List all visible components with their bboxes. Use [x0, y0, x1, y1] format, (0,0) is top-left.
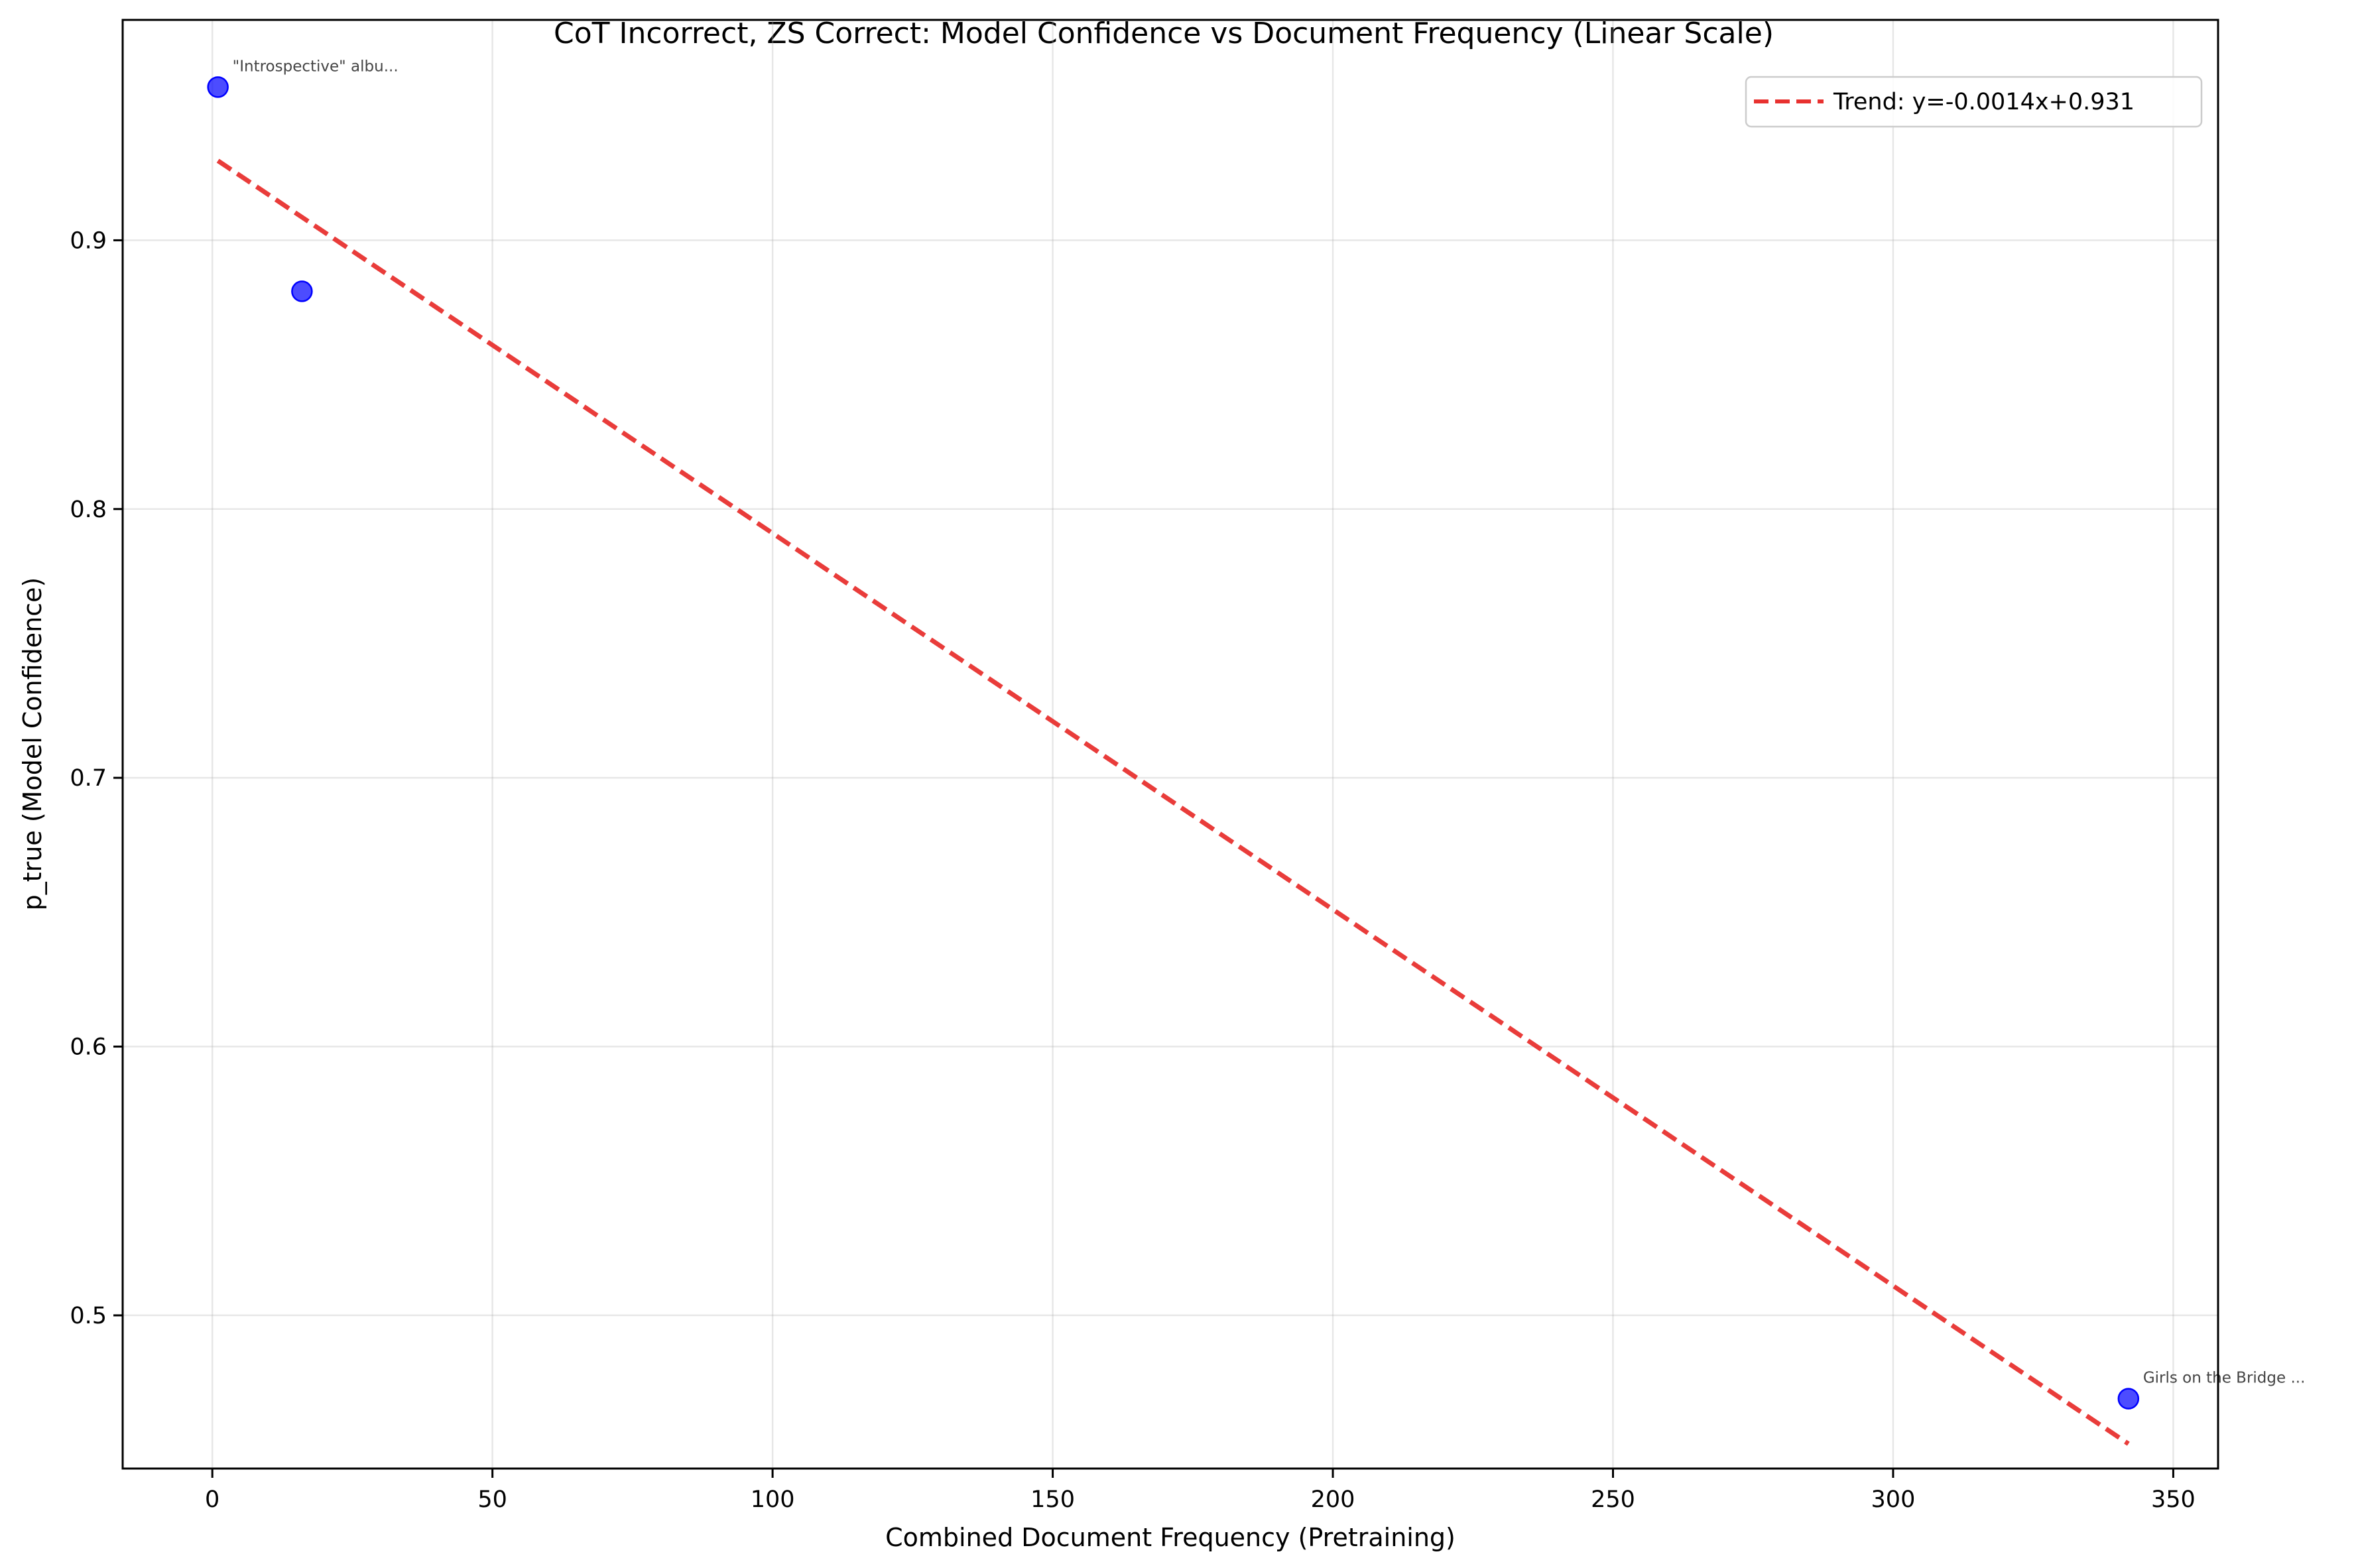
x-tick-label: 0 [205, 1486, 219, 1513]
y-axis-label: p_true (Model Confidence) [18, 577, 47, 911]
x-tick-label: 200 [1311, 1486, 1355, 1513]
y-tick-label: 0.6 [70, 1034, 107, 1061]
points-layer [207, 76, 2140, 1410]
trend-layer [216, 158, 2130, 1446]
y-axis-ticks: 0.5 0.6 0.7 0.8 0.9 [70, 227, 123, 1329]
x-axis-ticks: 0 50 100 150 200 250 300 350 [205, 1469, 2196, 1513]
x-tick-label: 50 [477, 1486, 507, 1513]
x-tick-label: 100 [751, 1486, 795, 1513]
scatter-point [2117, 1388, 2140, 1410]
chart-title: CoT Incorrect, ZS Correct: Model Confide… [554, 17, 1774, 50]
legend-box [1745, 76, 2203, 128]
x-axis-label: Combined Document Frequency (Pretraining… [885, 1523, 1456, 1552]
x-tick-label: 300 [1871, 1486, 1916, 1513]
y-tick-label: 0.5 [70, 1303, 107, 1329]
point-annotation: Girls on the Bridge ... [2143, 1370, 2306, 1387]
x-tick-label: 150 [1030, 1486, 1075, 1513]
x-tick-label: 350 [2151, 1486, 2196, 1513]
plot-frame [121, 19, 2219, 1470]
y-tick-label: 0.9 [70, 227, 107, 254]
trend-line [216, 158, 2130, 1446]
y-tick-label: 0.8 [70, 497, 107, 523]
gridlines [123, 20, 2218, 1469]
scatter-point [207, 76, 229, 98]
legend: Trend: y=-0.0014x+0.931 [1745, 76, 2203, 128]
scatter-point [291, 280, 313, 302]
annotations-layer: "Introspective" albu... Girls on the Brid… [233, 58, 2306, 1386]
point-annotation: "Introspective" albu... [233, 58, 399, 75]
x-tick-label: 250 [1591, 1486, 1635, 1513]
legend-trend-label: Trend: y=-0.0014x+0.931 [1833, 89, 2135, 115]
y-tick-label: 0.7 [70, 765, 107, 792]
